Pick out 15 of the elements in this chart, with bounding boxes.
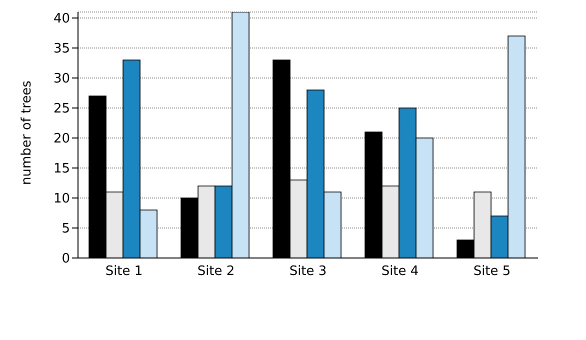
x-tick-label: Site 4 (381, 264, 419, 280)
y-axis-title: number of trees (20, 80, 35, 185)
y-tick-label: 20 (53, 132, 70, 147)
x-tick-label: Site 3 (289, 264, 327, 280)
y-tick-label: 10 (53, 192, 70, 207)
y-tick-label: 25 (53, 102, 70, 117)
y-tick-label: 30 (53, 72, 70, 87)
x-tick-label: Site 2 (197, 264, 235, 280)
x-tick-label: Site 5 (473, 264, 511, 280)
y-tick-label: 0 (62, 252, 70, 267)
y-tick-label: 35 (53, 42, 70, 57)
y-tick-label: 40 (53, 12, 70, 27)
x-tick-label: Site 1 (105, 264, 143, 280)
y-tick-label: 5 (62, 222, 70, 237)
y-tick-label: 15 (53, 162, 70, 177)
